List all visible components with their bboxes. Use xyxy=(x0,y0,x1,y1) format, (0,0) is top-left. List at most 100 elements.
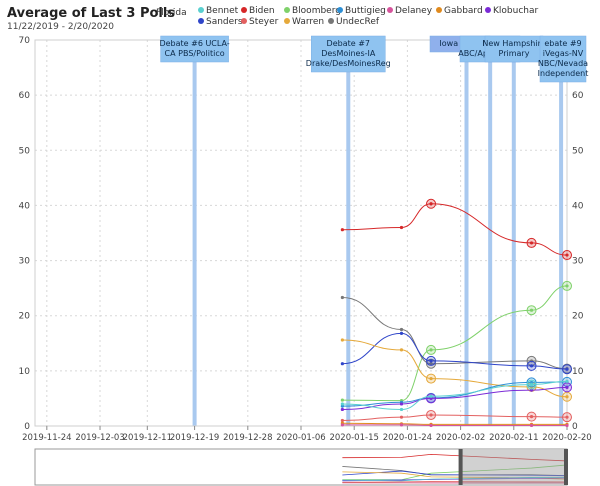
data-point-bennet xyxy=(565,379,569,383)
series-lines xyxy=(340,198,572,428)
plot-frame xyxy=(34,39,568,427)
data-point-bennet xyxy=(429,394,433,398)
legend-label: Biden xyxy=(249,6,275,16)
legend-swatch xyxy=(198,7,204,13)
legend-item-klobuchar[interactable]: Klobuchar xyxy=(485,6,538,16)
y-tick-label-left: 60 xyxy=(19,91,31,101)
data-point-bloomberg xyxy=(340,398,344,402)
data-point-delaney xyxy=(429,423,433,428)
x-tick-label: 2020-02-20 xyxy=(542,433,591,443)
legend-item-undecref[interactable]: UndecRef xyxy=(328,17,379,27)
navigator-series-steyer xyxy=(342,481,568,483)
y-tick-label-right: 10 xyxy=(572,367,584,377)
data-point-sanders xyxy=(529,364,534,368)
event-line xyxy=(511,40,516,426)
data-point-bloomberg xyxy=(565,284,569,288)
chart-title: Average of Last 3 Polls xyxy=(7,6,176,21)
data-point-undecref xyxy=(340,295,344,300)
data-point-steyer xyxy=(429,413,433,417)
legend-swatch xyxy=(387,7,393,13)
legend-item-steyer[interactable]: Steyer xyxy=(241,17,278,27)
data-point-klobuchar xyxy=(340,407,344,412)
legend-item-warren[interactable]: Warren xyxy=(284,17,324,27)
x-tick-label: 2020-02-02 xyxy=(436,433,485,443)
event-label-text: Primary xyxy=(499,49,530,58)
y-tick-label-right: 30 xyxy=(572,257,584,267)
data-point-undecref xyxy=(429,362,433,366)
highlight-marker-sanders xyxy=(562,364,572,375)
highlight-marker-biden xyxy=(562,250,572,261)
y-tick-label-left: 50 xyxy=(19,146,31,156)
data-point-steyer xyxy=(340,418,344,423)
y-tick-label-right: 20 xyxy=(572,312,584,322)
highlight-marker-steyer xyxy=(526,411,537,422)
state-label: Florida xyxy=(156,8,187,18)
y-tick-label-right: 60 xyxy=(572,91,584,101)
legend-item-gabbard[interactable]: Gabbard xyxy=(436,6,483,16)
series-line-bloomberg xyxy=(342,285,568,402)
axes: 0010102020303040405050606070702019-11-24… xyxy=(19,36,592,443)
legend-item-biden[interactable]: Biden xyxy=(241,6,275,16)
event-label-text: NBC/Nevada xyxy=(538,59,588,68)
legend-swatch xyxy=(241,7,247,13)
legend-swatch xyxy=(198,18,204,24)
range-navigator[interactable] xyxy=(34,448,568,486)
highlight-marker-bloomberg xyxy=(526,305,537,316)
data-point-warren xyxy=(399,348,404,352)
data-point-warren xyxy=(340,338,344,342)
event-label-text: Debate #7 xyxy=(327,39,370,48)
y-tick-label-right: 40 xyxy=(572,201,584,211)
legend-item-bloomberg[interactable]: Bloomberg xyxy=(284,6,341,16)
data-point-sanders xyxy=(340,362,344,366)
event-label-box xyxy=(160,35,229,63)
date-range: 11/22/2019 - 2/20/2020 xyxy=(7,22,114,32)
series-line-delaney xyxy=(342,424,567,426)
event-label-text: Independent xyxy=(538,69,589,78)
legend-swatch xyxy=(284,7,290,13)
data-point-bloomberg xyxy=(529,308,534,312)
series-line-buttigieg xyxy=(342,381,568,407)
legend-swatch xyxy=(337,7,343,13)
x-tick-label: 2019-11-24 xyxy=(22,433,71,443)
event-line xyxy=(559,40,564,426)
data-point-sanders xyxy=(399,331,404,335)
event-label-box xyxy=(539,35,587,83)
highlight-marker-sanders xyxy=(526,360,537,371)
data-point-delaney xyxy=(399,423,404,427)
event-line xyxy=(488,40,493,426)
data-point-delaney xyxy=(340,423,344,427)
series-line-gabbard xyxy=(342,422,567,425)
event-line xyxy=(346,40,351,426)
navigator-series-biden xyxy=(342,453,568,462)
data-point-buttigieg xyxy=(340,404,344,408)
data-point-bennet xyxy=(529,383,534,387)
data-point-klobuchar xyxy=(399,402,404,406)
legend-item-sanders[interactable]: Sanders xyxy=(198,17,243,27)
series-line-biden xyxy=(342,203,568,256)
highlight-marker-warren xyxy=(426,373,437,384)
data-point-bennet xyxy=(399,407,404,412)
navigator-series-sanders xyxy=(342,470,568,477)
y-tick-label-right: 50 xyxy=(572,146,584,156)
x-tick-label: 2019-12-19 xyxy=(170,433,219,443)
navigator-handle-left xyxy=(458,449,463,485)
y-tick-label-left: 20 xyxy=(19,312,31,322)
y-tick-label-left: 30 xyxy=(19,257,31,267)
data-point-sanders xyxy=(429,359,433,363)
series-line-steyer xyxy=(342,414,568,421)
legend-label: Sanders xyxy=(206,17,243,27)
event-label-text: ebate #9 xyxy=(544,39,581,48)
legend-item-buttigieg[interactable]: Buttigieg xyxy=(337,6,386,16)
legend-item-bennet[interactable]: Bennet xyxy=(198,6,238,16)
legend-swatch xyxy=(284,18,290,24)
data-point-sanders xyxy=(565,367,569,371)
legend-label: UndecRef xyxy=(336,17,380,27)
event-line xyxy=(464,40,469,426)
x-tick-label: 2019-12-03 xyxy=(75,433,124,443)
legend-item-delaney[interactable]: Delaney xyxy=(387,6,432,16)
data-point-delaney xyxy=(565,423,569,428)
highlight-marker-steyer xyxy=(426,409,437,420)
x-tick-label: 2019-12-11 xyxy=(123,433,172,443)
